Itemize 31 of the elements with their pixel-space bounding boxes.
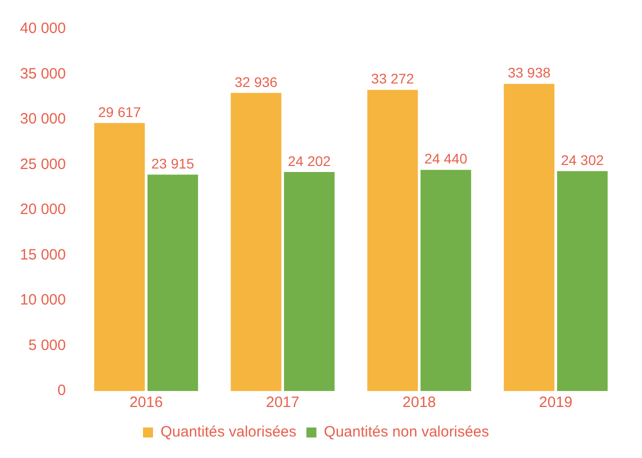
bar	[420, 170, 472, 391]
bar	[504, 84, 554, 391]
y-tick-label: 30 000	[20, 110, 66, 128]
data-label: 33 938	[508, 64, 551, 81]
legend-label: Quantités valorisées	[160, 424, 296, 441]
x-tick-label: 2018	[402, 394, 436, 412]
y-tick-label: 10 000	[20, 292, 66, 309]
data-label: 32 936	[234, 74, 278, 90]
x-tick-label: 2017	[266, 394, 300, 412]
bar	[147, 174, 198, 391]
data-label: 24 440	[424, 150, 468, 167]
y-tick-label: 5 000	[28, 336, 66, 354]
data-label: 24 302	[560, 152, 604, 168]
y-tick-label: 25 000	[20, 156, 66, 173]
data-label: 29 617	[98, 104, 142, 120]
data-label: 33 272	[371, 70, 414, 87]
bar	[284, 172, 335, 391]
y-tick-label: 40 000	[20, 20, 66, 38]
data-label: 23 915	[151, 155, 194, 172]
bar	[230, 92, 282, 391]
data-label: 24 202	[288, 152, 331, 169]
x-tick-label: 2016	[129, 394, 163, 412]
y-tick-label: 15 000	[20, 246, 66, 264]
legend-label: Quantités non valorisées	[324, 424, 490, 441]
bar	[94, 122, 145, 391]
y-tick-label: 20 000	[20, 201, 66, 218]
bar	[557, 171, 608, 391]
y-tick-label: 0	[58, 382, 66, 400]
y-tick-label: 35 000	[20, 65, 66, 82]
x-tick-label: 2019	[539, 394, 572, 412]
bar	[367, 90, 418, 391]
